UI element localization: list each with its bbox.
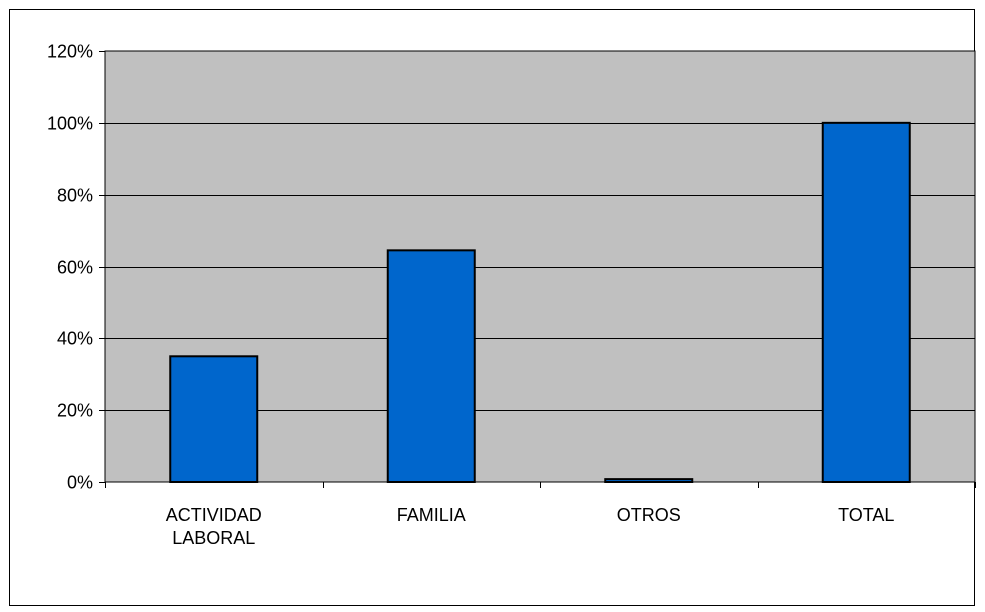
bar	[386, 249, 476, 483]
axes	[99, 51, 976, 488]
x-category-label: OTROS	[617, 505, 681, 525]
y-tick-label: 80%	[57, 186, 93, 206]
x-category-label: TOTAL	[838, 505, 894, 525]
y-tick-label: 100%	[47, 114, 93, 134]
bars	[169, 121, 911, 484]
y-tick-label: 0%	[67, 473, 93, 493]
bar	[821, 121, 911, 483]
y-tick-label: 120%	[47, 42, 93, 62]
x-category-labels: ACTIVIDAD LABORAL FAMILIA OTROS TOTAL	[166, 505, 895, 548]
x-category-label: ACTIVIDAD LABORAL	[166, 505, 262, 548]
bar	[604, 478, 694, 484]
bar	[169, 355, 259, 483]
y-tick-label: 60%	[57, 258, 93, 278]
y-tick-label: 40%	[57, 329, 93, 349]
x-category-label: FAMILIA	[397, 505, 466, 525]
y-tick-label: 20%	[57, 401, 93, 421]
y-tick-labels: 0% 20% 40% 60% 80% 100% 120%	[47, 42, 93, 493]
